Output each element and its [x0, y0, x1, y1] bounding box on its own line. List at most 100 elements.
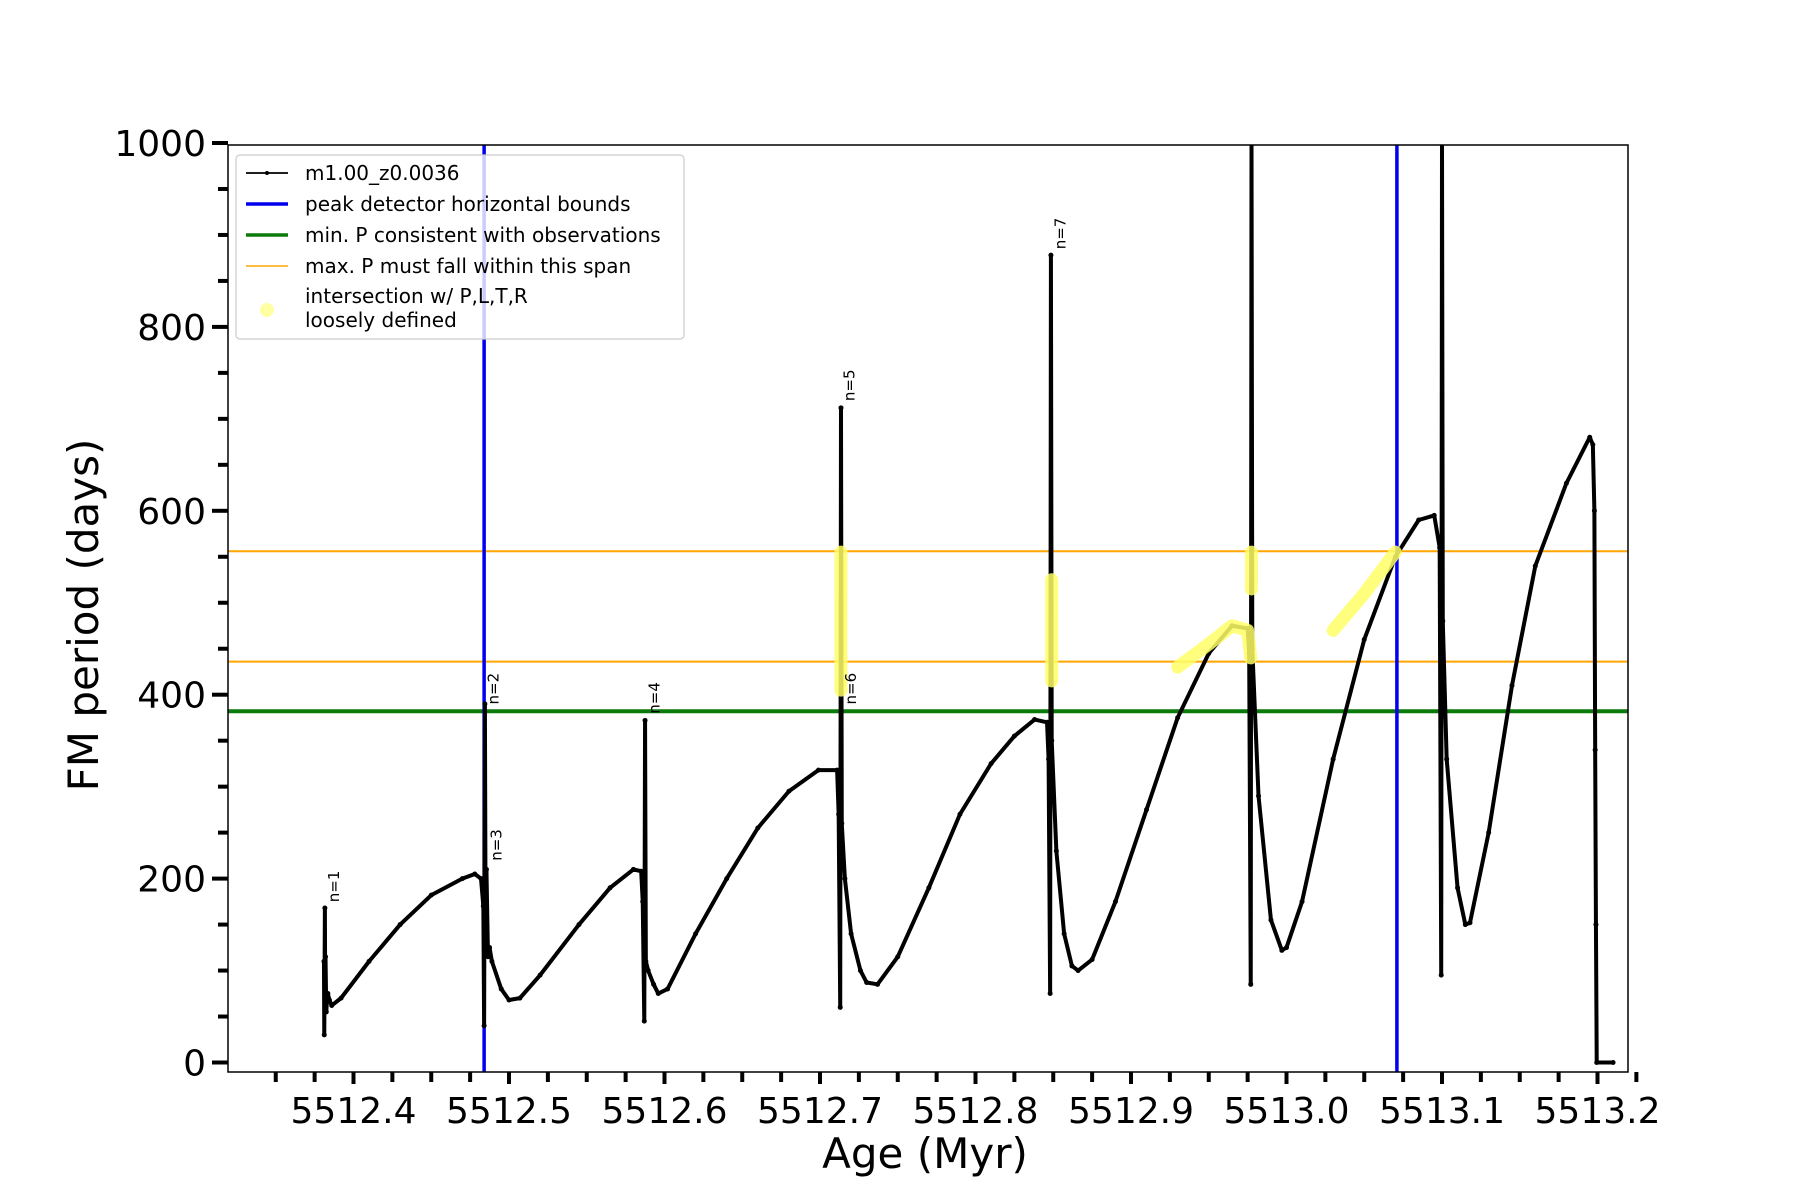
data-point: [839, 820, 845, 826]
data-point: [517, 995, 523, 1001]
data-point: [1248, 981, 1254, 987]
legend-swatch: [260, 303, 274, 317]
data-point: [1046, 756, 1052, 762]
data-point: [472, 871, 478, 877]
data-point: [642, 717, 648, 723]
data-point: [836, 811, 842, 817]
data-point: [786, 788, 792, 794]
legend-box: [235, 154, 685, 340]
data-point: [607, 885, 613, 891]
data-point: [487, 945, 493, 951]
data-point: [480, 903, 486, 909]
data-point: [397, 922, 403, 928]
data-point: [1061, 931, 1067, 937]
data-point: [1284, 945, 1289, 951]
data-point: [1593, 922, 1599, 928]
data-point: [428, 892, 434, 898]
y-tick-label: 0: [183, 1044, 206, 1085]
data-point: [1256, 793, 1262, 799]
data-point: [1594, 1060, 1600, 1065]
data-point: [1437, 545, 1443, 551]
data-point: [483, 866, 489, 872]
plot-area: n=1 n=2 n=3 n=4 n=5 n=6 n=7: [228, 145, 1628, 1072]
y-tick-label: 400: [137, 676, 206, 717]
x-axis-label: Age (Myr): [822, 1129, 1028, 1178]
data-point: [321, 1032, 327, 1038]
data-point: [1175, 715, 1181, 721]
data-point: [1440, 618, 1446, 624]
y-axis-label: FM period (days): [59, 439, 108, 792]
data-point: [1455, 885, 1461, 891]
data-point: [1069, 963, 1075, 969]
data-point: [645, 968, 651, 974]
legend-label: m1.00_z0.0036: [305, 161, 460, 185]
data-point: [1330, 756, 1336, 762]
x-tick-label: 5512.4: [291, 1091, 417, 1132]
data-point: [323, 1009, 329, 1015]
data-point: [875, 981, 881, 987]
peak-annotation: n=2: [485, 673, 503, 705]
y-tick-label: 600: [137, 492, 206, 533]
data-point: [1048, 252, 1054, 258]
data-point: [322, 905, 328, 911]
x-tick-label: 5513.2: [1535, 1091, 1661, 1132]
data-point: [1011, 733, 1017, 739]
data-point: [1610, 1060, 1616, 1065]
data-point: [926, 885, 932, 891]
y-tick-label: 1000: [114, 124, 206, 165]
data-point: [537, 972, 543, 978]
data-point: [842, 876, 848, 882]
peak-annotation: n=6: [842, 673, 860, 705]
x-tick-label: 5513.0: [1224, 1091, 1350, 1132]
data-point: [864, 980, 870, 985]
legend-label: min. P consistent with observations: [305, 223, 661, 247]
data-point: [481, 1023, 487, 1029]
x-tick-label: 5512.8: [913, 1091, 1039, 1132]
data-point: [724, 876, 730, 882]
data-point: [988, 761, 994, 767]
x-tick-label: 5513.1: [1379, 1091, 1505, 1132]
legend-label: max. P must fall within this span: [305, 254, 631, 278]
data-point: [1075, 968, 1081, 974]
peak-annotation: n=3: [488, 829, 506, 861]
data-point: [1438, 972, 1444, 978]
data-point: [651, 981, 657, 987]
x-tick-label: 5512.7: [757, 1091, 883, 1132]
data-point: [1299, 899, 1305, 905]
data-point: [1467, 920, 1473, 926]
y-tick-label: 200: [137, 860, 206, 901]
peak-annotation: n=7: [1051, 218, 1069, 250]
data-point: [321, 958, 327, 964]
data-point: [693, 931, 699, 937]
data-point: [837, 1004, 843, 1010]
legend-label: intersection w/ P,L,T,R: [305, 284, 528, 308]
data-point: [638, 868, 644, 874]
data-point: [895, 954, 901, 960]
data-point: [366, 958, 372, 964]
data-point: [630, 866, 636, 872]
series-markers: [321, 145, 1616, 1065]
legend-entry: min. P consistent with observations: [246, 223, 661, 247]
data-point: [1431, 512, 1437, 518]
data-point: [665, 986, 671, 992]
legend-marker: [265, 171, 269, 175]
x-tick-label: 5512.9: [1068, 1091, 1194, 1132]
data-point: [1047, 991, 1053, 997]
data-point: [489, 958, 495, 964]
data-point: [323, 954, 329, 960]
plot-frame: [227, 144, 1629, 1073]
axes: 5512.4 5512.5 5512.6 5512.7 5512.8 5512.9 5513…: [114, 124, 1660, 1132]
y-tick-label: 800: [137, 308, 206, 349]
peak-annotation: n=1: [325, 871, 343, 903]
data-point: [1591, 508, 1597, 514]
data-point: [459, 876, 465, 882]
legend-entry: max. P must fall within this span: [246, 254, 631, 278]
data-point: [1144, 807, 1150, 813]
x-tick-label: 5512.6: [602, 1091, 728, 1132]
data-point: [755, 825, 761, 831]
data-point: [848, 931, 854, 937]
data-point: [329, 1002, 335, 1008]
